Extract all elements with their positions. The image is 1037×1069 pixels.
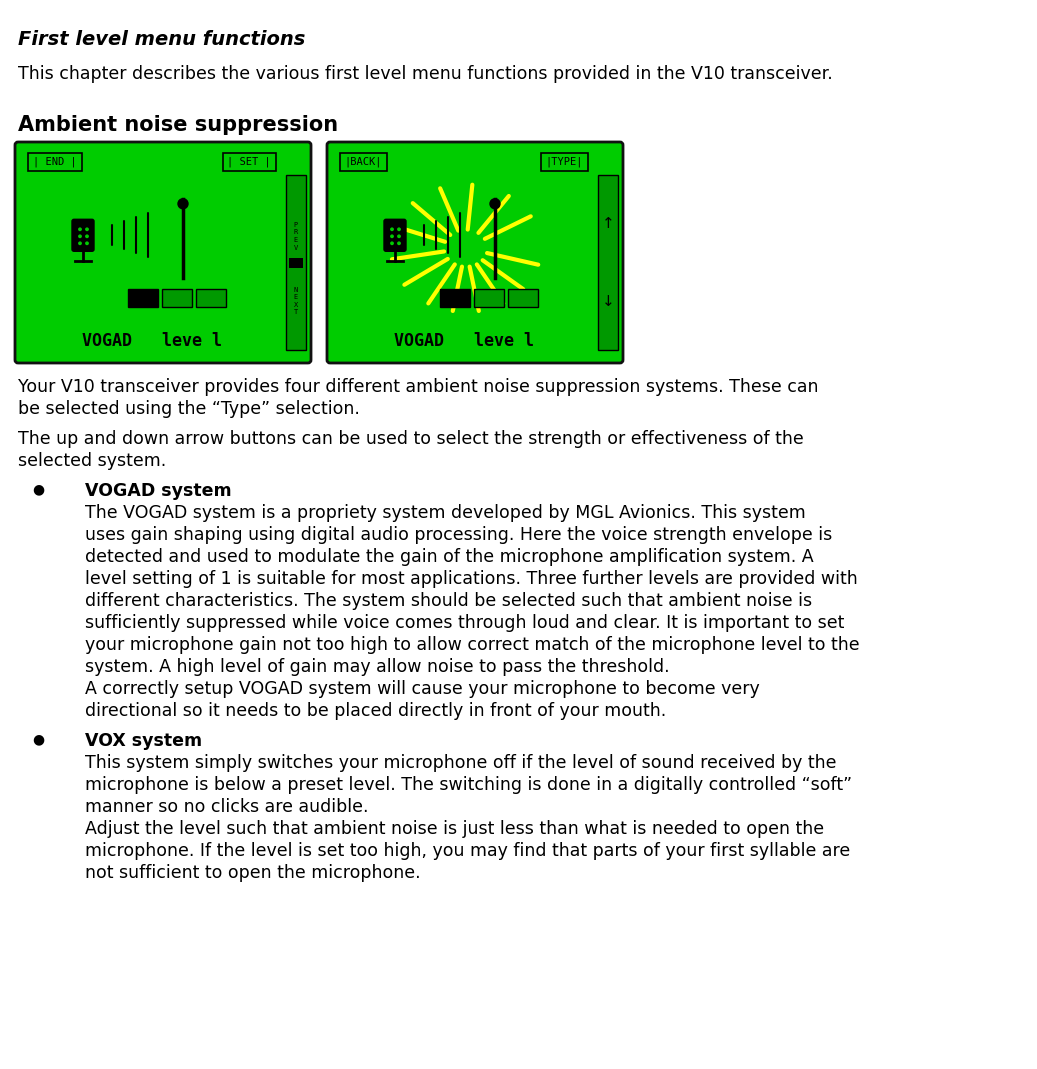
FancyBboxPatch shape	[384, 219, 407, 251]
Circle shape	[391, 235, 393, 237]
Text: detected and used to modulate the gain of the microphone amplification system. A: detected and used to modulate the gain o…	[85, 548, 814, 566]
Text: ↓: ↓	[601, 294, 614, 309]
Text: A correctly setup VOGAD system will cause your microphone to become very: A correctly setup VOGAD system will caus…	[85, 680, 760, 698]
Text: manner so no clicks are audible.: manner so no clicks are audible.	[85, 797, 368, 816]
Text: ●: ●	[32, 732, 45, 746]
Text: Your V10 transceiver provides four different ambient noise suppression systems. : Your V10 transceiver provides four diffe…	[18, 378, 818, 396]
Bar	[289, 258, 303, 267]
Circle shape	[491, 199, 500, 208]
Bar	[223, 153, 276, 171]
Text: different characteristics. The system should be selected such that ambient noise: different characteristics. The system sh…	[85, 592, 812, 610]
Text: P
R
E
V: P R E V	[293, 222, 298, 250]
Text: | END |: | END |	[33, 157, 77, 167]
Bar	[340, 153, 387, 171]
Circle shape	[398, 228, 400, 231]
Bar	[598, 175, 618, 350]
Circle shape	[79, 242, 81, 245]
Text: sufficiently suppressed while voice comes through loud and clear. It is importan: sufficiently suppressed while voice come…	[85, 614, 844, 632]
Text: This chapter describes the various first level menu functions provided in the V1: This chapter describes the various first…	[18, 65, 833, 83]
Text: VOGAD   leve l: VOGAD leve l	[82, 332, 222, 350]
Text: directional so it needs to be placed directly in front of your mouth.: directional so it needs to be placed dir…	[85, 702, 666, 721]
Circle shape	[398, 235, 400, 237]
Text: system. A high level of gain may allow noise to pass the threshold.: system. A high level of gain may allow n…	[85, 659, 670, 676]
Bar	[28, 153, 82, 171]
Text: VOGAD system: VOGAD system	[85, 482, 231, 500]
Text: First level menu functions: First level menu functions	[18, 30, 305, 49]
Text: This system simply switches your microphone off if the level of sound received b: This system simply switches your microph…	[85, 754, 837, 772]
Circle shape	[86, 242, 88, 245]
Circle shape	[398, 242, 400, 245]
Text: VOGAD   leve l: VOGAD leve l	[394, 332, 534, 350]
Bar	[286, 175, 306, 350]
Bar	[162, 289, 192, 307]
Circle shape	[79, 228, 81, 231]
Circle shape	[86, 235, 88, 237]
Text: not sufficient to open the microphone.: not sufficient to open the microphone.	[85, 864, 421, 882]
Text: ●: ●	[32, 482, 45, 496]
Text: N
E
X
T: N E X T	[293, 286, 298, 315]
Circle shape	[391, 242, 393, 245]
Text: | SET |: | SET |	[227, 157, 271, 167]
Text: The VOGAD system is a propriety system developed by MGL Avionics. This system: The VOGAD system is a propriety system d…	[85, 503, 806, 522]
Text: microphone is below a preset level. The switching is done in a digitally control: microphone is below a preset level. The …	[85, 776, 852, 794]
Text: selected system.: selected system.	[18, 452, 166, 470]
Circle shape	[391, 228, 393, 231]
Text: The up and down arrow buttons can be used to select the strength or effectivenes: The up and down arrow buttons can be use…	[18, 430, 804, 448]
Text: Adjust the level such that ambient noise is just less than what is needed to ope: Adjust the level such that ambient noise…	[85, 820, 824, 838]
Text: |BACK|: |BACK|	[344, 157, 383, 167]
Bar	[474, 289, 504, 307]
Text: Ambient noise suppression: Ambient noise suppression	[18, 115, 338, 135]
Text: VOX system: VOX system	[85, 732, 202, 750]
Text: your microphone gain not too high to allow correct match of the microphone level: your microphone gain not too high to all…	[85, 636, 860, 654]
Circle shape	[86, 228, 88, 231]
Text: uses gain shaping using digital audio processing. Here the voice strength envelo: uses gain shaping using digital audio pr…	[85, 526, 833, 544]
Text: ↑: ↑	[601, 217, 614, 232]
FancyBboxPatch shape	[15, 142, 311, 363]
Circle shape	[79, 235, 81, 237]
Bar	[440, 289, 470, 307]
Bar	[128, 289, 158, 307]
Bar	[508, 289, 538, 307]
Bar	[196, 289, 226, 307]
Bar	[541, 153, 588, 171]
Text: level setting of 1 is suitable for most applications. Three further levels are p: level setting of 1 is suitable for most …	[85, 570, 858, 588]
Text: be selected using the “Type” selection.: be selected using the “Type” selection.	[18, 400, 360, 418]
FancyBboxPatch shape	[72, 219, 94, 251]
Text: microphone. If the level is set too high, you may find that parts of your first : microphone. If the level is set too high…	[85, 842, 850, 859]
Circle shape	[178, 199, 188, 208]
Text: |TYPE|: |TYPE|	[545, 157, 583, 167]
FancyBboxPatch shape	[327, 142, 623, 363]
